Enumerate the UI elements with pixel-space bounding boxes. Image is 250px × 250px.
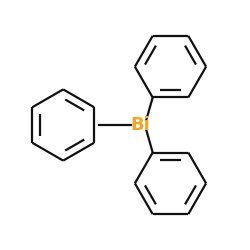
Text: Bi: Bi [130,116,150,134]
